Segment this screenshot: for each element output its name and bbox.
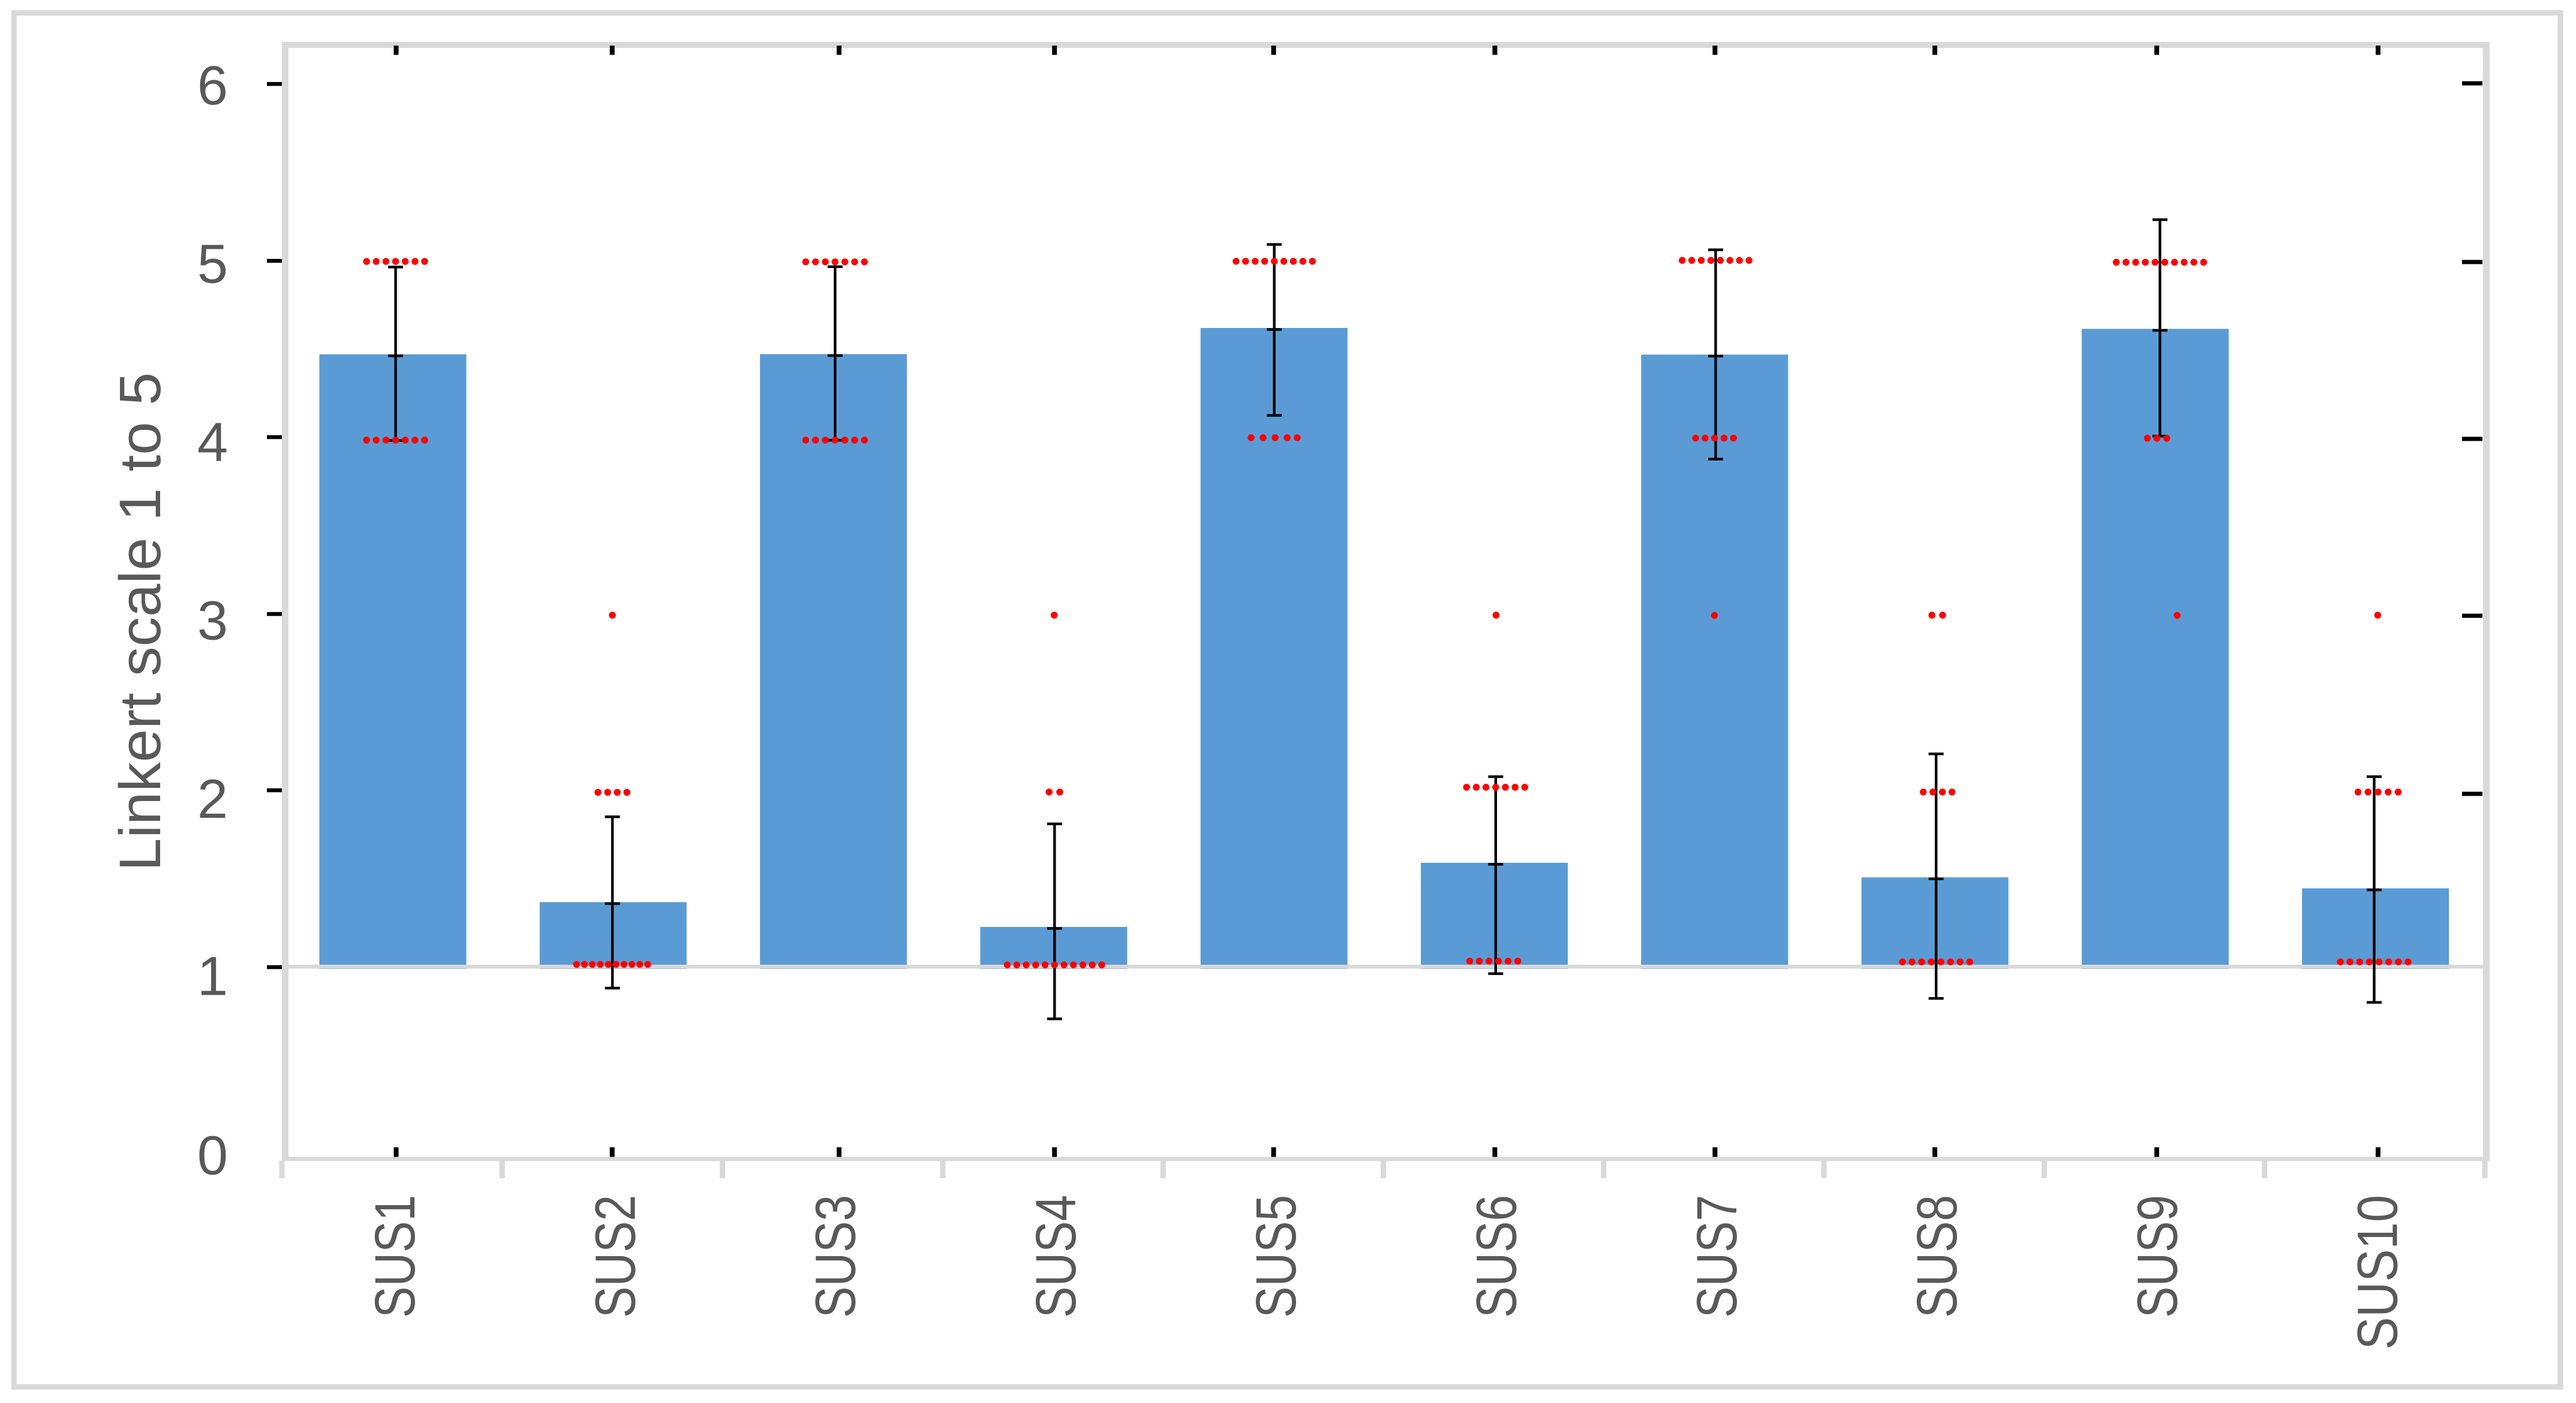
svg-text:SUS9: SUS9 (2126, 1195, 2189, 1318)
svg-text:SUS4: SUS4 (1024, 1195, 1088, 1318)
svg-text:SUS2: SUS2 (584, 1195, 647, 1318)
svg-text:4: 4 (197, 412, 228, 473)
svg-text:SUS5: SUS5 (1245, 1195, 1308, 1318)
svg-text:SUS3: SUS3 (804, 1195, 868, 1318)
svg-text:SUS1: SUS1 (363, 1195, 427, 1318)
svg-text:SUS10: SUS10 (2346, 1195, 2410, 1350)
svg-text:6: 6 (197, 55, 228, 116)
svg-text:SUS6: SUS6 (1465, 1195, 1529, 1318)
svg-text:1: 1 (197, 946, 228, 1007)
svg-text:0: 0 (197, 1125, 228, 1187)
svg-text:2: 2 (197, 769, 228, 830)
svg-text:5: 5 (197, 234, 228, 295)
svg-text:3: 3 (197, 591, 228, 652)
svg-text:SUS7: SUS7 (1685, 1195, 1749, 1318)
svg-text:Linkert scale 1 to 5: Linkert scale 1 to 5 (107, 372, 173, 871)
svg-text:SUS8: SUS8 (1905, 1195, 1969, 1318)
